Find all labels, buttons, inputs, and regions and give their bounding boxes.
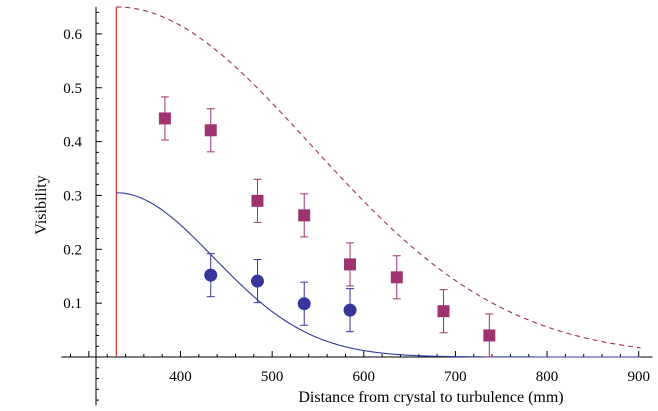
y-tick-label: 0.6 <box>63 27 82 43</box>
square-point <box>344 258 357 271</box>
y-tick-label: 0.3 <box>63 188 82 204</box>
x-tick-label: 800 <box>536 369 559 385</box>
y-tick-label: 0.2 <box>63 242 82 258</box>
circle-point <box>297 297 311 311</box>
y-tick-label: 0.4 <box>63 135 82 151</box>
circle-point <box>250 274 264 288</box>
square-point <box>204 124 217 137</box>
square-point <box>390 271 403 284</box>
square-point <box>437 305 450 318</box>
square-point <box>251 194 264 207</box>
square-point <box>298 209 311 222</box>
y-tick-label: 0.1 <box>63 296 82 312</box>
x-tick-label: 700 <box>444 369 467 385</box>
x-tick-label: 400 <box>169 369 192 385</box>
data-points <box>158 96 496 358</box>
x-tick-label: 600 <box>353 369 376 385</box>
solid-curve <box>116 192 641 358</box>
tick-labels: 400 500 600 700 800 900 0.1 0.2 0.3 0.4 0.5 0.6 <box>63 27 650 385</box>
y-tick-label: 0.5 <box>63 81 82 97</box>
axes <box>61 6 653 406</box>
x-tick-label: 900 <box>627 369 650 385</box>
x-axis-label: Distance from crystal to turbulence (mm) <box>298 389 563 406</box>
square-point <box>483 329 496 342</box>
curves <box>116 6 641 358</box>
circle-point <box>343 303 357 317</box>
y-axis-label: Visibility <box>33 175 50 235</box>
square-point <box>158 112 171 125</box>
circle-point <box>204 268 218 282</box>
x-tick-label: 500 <box>261 369 284 385</box>
dashed-curve <box>116 6 641 349</box>
